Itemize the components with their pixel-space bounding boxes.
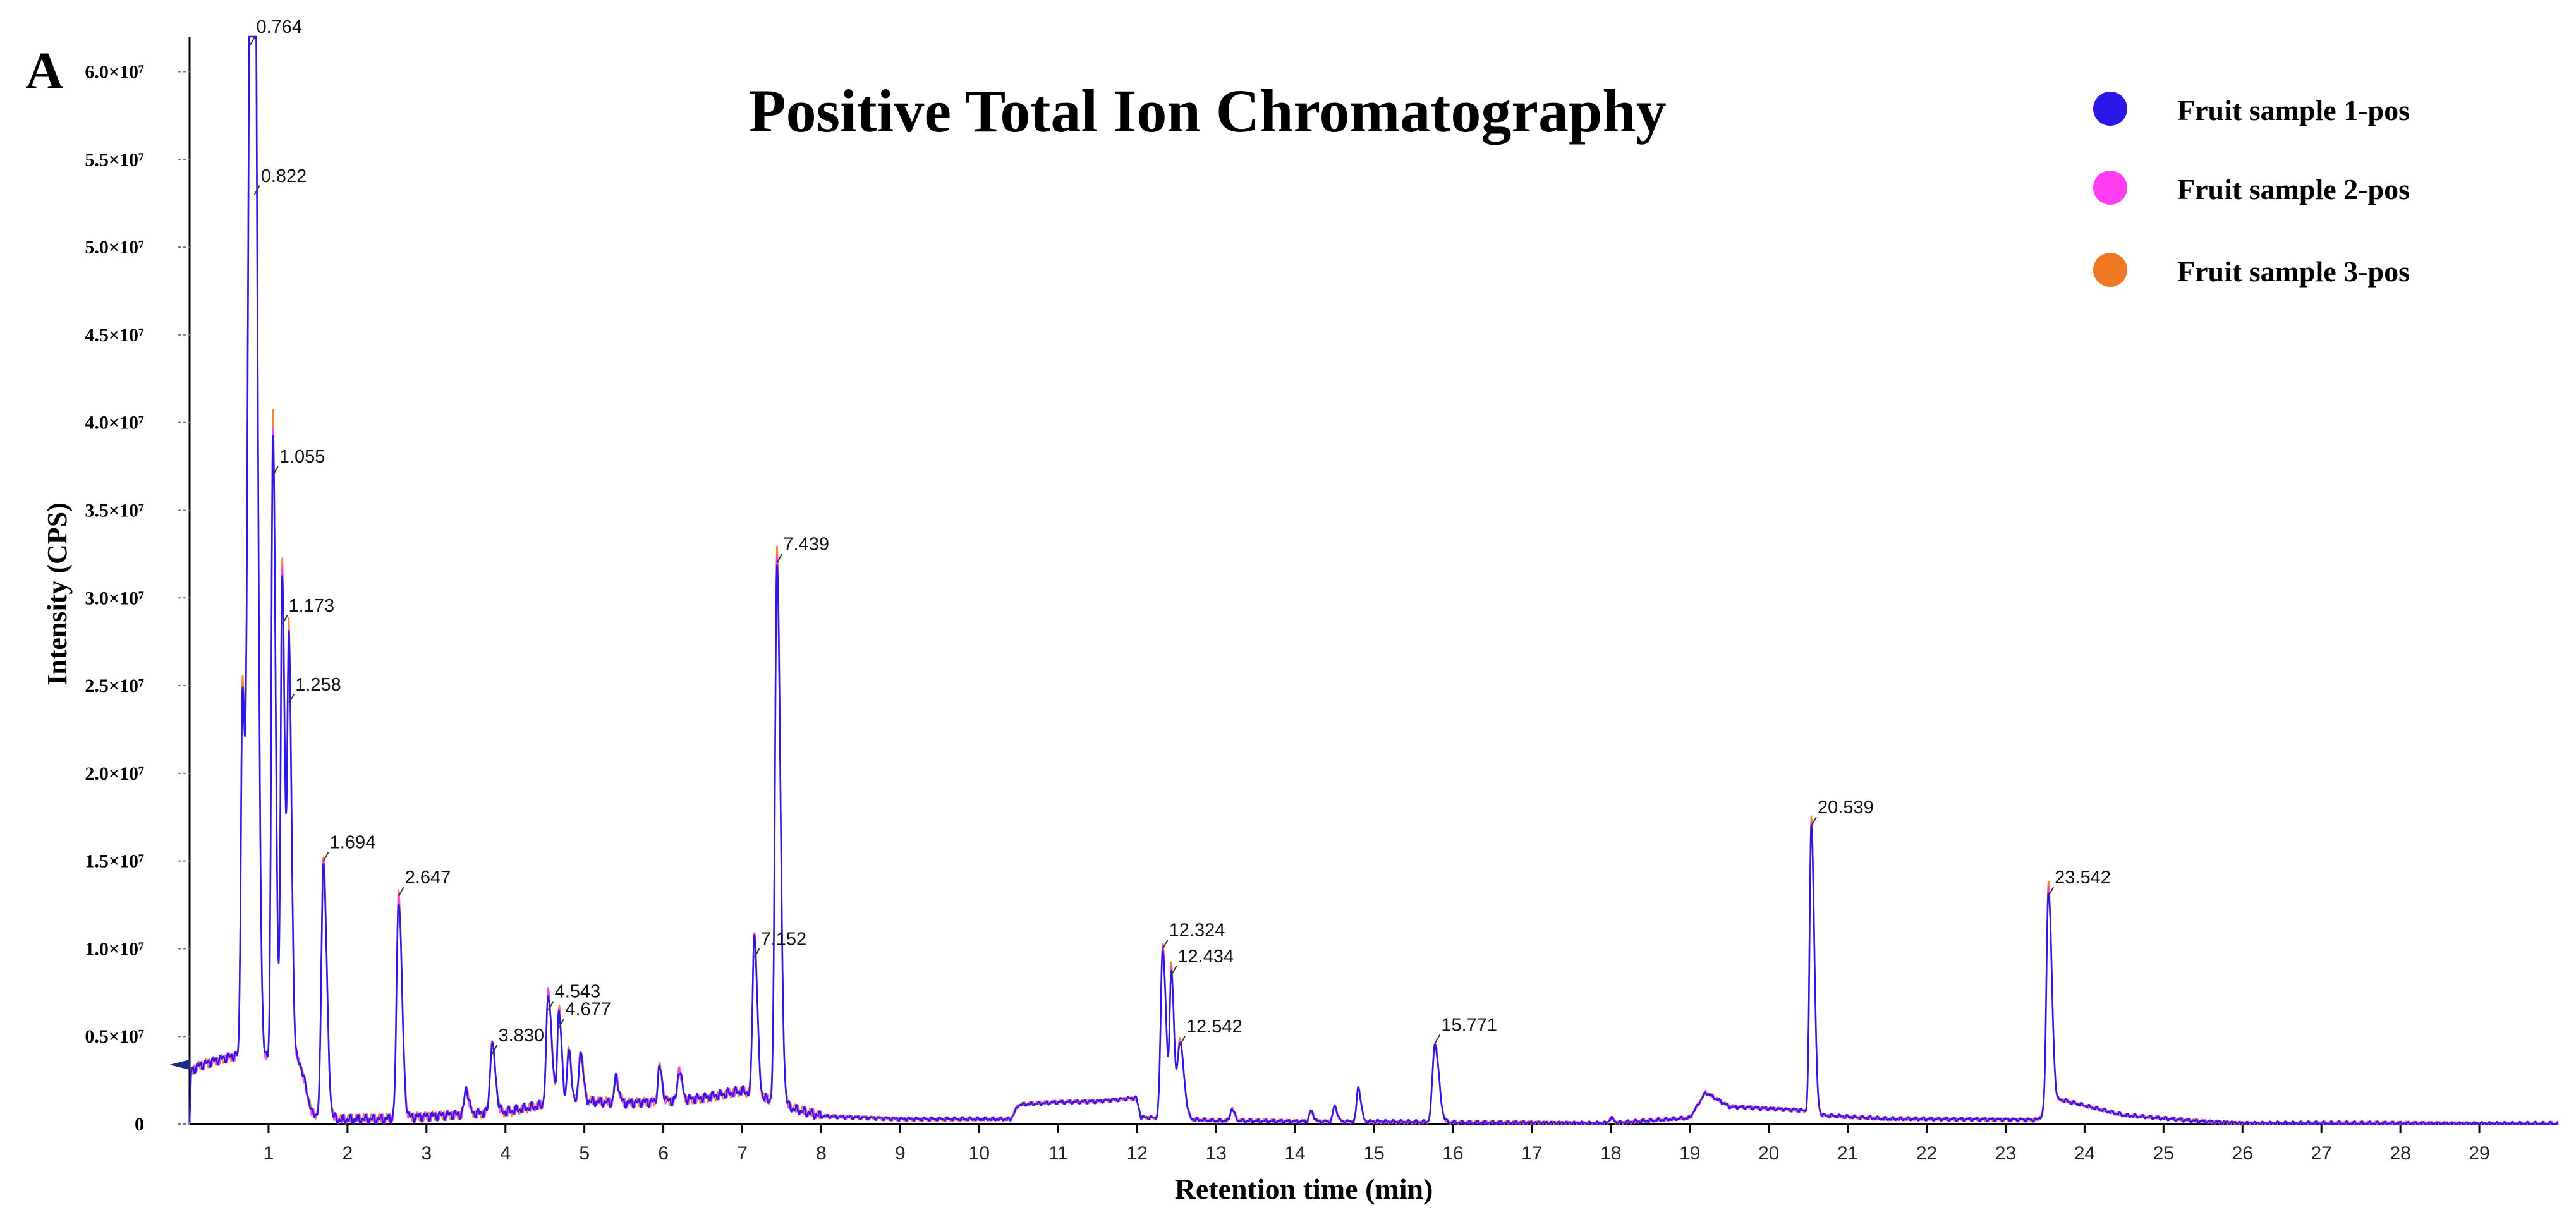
x-tick-label: 10: [969, 1143, 990, 1164]
x-tick-label: 21: [1837, 1143, 1858, 1164]
series-lines: [188, 35, 2560, 1125]
peak-label-4-677: 4.677: [565, 999, 611, 1019]
peak-label-12-542: 12.542: [1186, 1017, 1242, 1037]
x-axis: 1 2 3 4 5 6 7 8 9 10 11 12 13 14 15 16 17 18 19 20 21 22 23 24 2…: [190, 1123, 2558, 1164]
x-tick-label: 9: [895, 1143, 906, 1164]
peak-leader: [1170, 966, 1177, 976]
y-tick-label: 1.5×10⁷: [85, 851, 144, 872]
legend-label-sample-1: Fruit sample 1-pos: [2177, 94, 2410, 126]
peak-label-1-055: 1.055: [279, 447, 325, 467]
y-tick-label: 2.0×10⁷: [85, 763, 144, 784]
origin-marker-icon: [169, 1060, 190, 1070]
peak-label-15-771: 15.771: [1441, 1015, 1497, 1035]
peak-label-4-543: 4.543: [555, 982, 601, 1002]
legend-item-sample-1: Fruit sample 1-pos: [2093, 92, 2410, 126]
x-tick-label: 18: [1600, 1143, 1621, 1164]
y-tick-label: 5.0×10⁷: [85, 237, 144, 258]
legend-item-sample-3: Fruit sample 3-pos: [2093, 253, 2410, 288]
x-tick-label: 20: [1758, 1143, 1779, 1164]
y-axis: 0 0.5×10⁷ 1.0×10⁷ 1.5×10⁷ 2.0×10⁷ 2.5×10⁷ 3.0×…: [85, 37, 191, 1135]
x-tick-label: 29: [2469, 1143, 2489, 1164]
peak-leader: [253, 185, 260, 195]
peak-leader: [322, 852, 329, 862]
peak-labels: 0.764 0.822 1.055 1.173 1.258 1.694 2.647 3.830…: [249, 17, 2111, 1055]
x-tick-label: 13: [1205, 1143, 1226, 1164]
x-tick-label: 19: [1679, 1143, 1700, 1164]
x-tick-label: 7: [737, 1143, 748, 1164]
peak-label-12-434: 12.434: [1177, 947, 1234, 967]
y-axis-label: Intensity (CPS): [42, 502, 73, 686]
x-tick-label: 5: [579, 1143, 590, 1164]
x-tick-label: 16: [1442, 1143, 1463, 1164]
peak-label-20-539: 20.539: [1818, 797, 1874, 818]
y-tick-label: 4.0×10⁷: [85, 413, 144, 433]
y-tick-label: 6.0×10⁷: [85, 62, 144, 83]
panel-label: A: [25, 42, 64, 100]
x-tick-label: 24: [2074, 1143, 2095, 1164]
legend-marker-sample-3: [2093, 253, 2127, 287]
peak-leader: [398, 887, 404, 897]
peak-leader: [1179, 1036, 1186, 1046]
peak-label-3-830: 3.830: [498, 1026, 544, 1046]
x-tick-label: 23: [1995, 1143, 2016, 1164]
peak-leader: [1434, 1034, 1441, 1044]
peak-leader: [288, 694, 295, 704]
peak-label-1-694: 1.694: [330, 833, 376, 853]
x-tick-label: 15: [1363, 1143, 1384, 1164]
x-tick-label: 6: [658, 1143, 669, 1164]
y-tick-label: 3.5×10⁷: [85, 500, 144, 521]
peak-leader: [776, 554, 783, 564]
legend-item-sample-2: Fruit sample 2-pos: [2093, 171, 2410, 205]
peak-leader: [547, 1001, 554, 1011]
peak-leader: [491, 1044, 498, 1055]
y-tick-label: 0: [135, 1114, 144, 1135]
legend-marker-sample-1: [2093, 92, 2127, 126]
chart-title: Positive Total Ion Chromatography: [749, 77, 1667, 145]
peak-leader: [2048, 887, 2055, 897]
x-tick-label: 14: [1284, 1143, 1305, 1164]
x-axis-label: Retention time (min): [1175, 1173, 1433, 1205]
x-tick-label: 1: [264, 1143, 274, 1164]
y-tick-label: 5.5×10⁷: [85, 149, 144, 170]
peak-leader: [249, 36, 256, 46]
peak-leader: [558, 1018, 565, 1028]
peak-leader: [753, 948, 760, 958]
y-tick-label: 2.5×10⁷: [85, 675, 144, 696]
x-tick-label: 25: [2153, 1143, 2174, 1164]
x-tick-label: 3: [421, 1143, 432, 1164]
legend-label-sample-2: Fruit sample 2-pos: [2177, 173, 2410, 205]
legend-label-sample-3: Fruit sample 3-pos: [2177, 255, 2410, 288]
peak-label-23-542: 23.542: [2055, 868, 2111, 888]
x-tick-label: 12: [1127, 1143, 1148, 1164]
legend: Fruit sample 1-pos Fruit sample 2-pos Fr…: [2093, 92, 2410, 288]
x-tick-label: 11: [1048, 1143, 1068, 1164]
peak-label-0-822: 0.822: [261, 166, 307, 186]
peak-leader: [272, 466, 279, 476]
x-tick-label: 17: [1521, 1143, 1542, 1164]
peak-label-1-258: 1.258: [295, 675, 341, 695]
peak-label-1-173: 1.173: [289, 596, 335, 616]
y-tick-label: 1.0×10⁷: [85, 938, 144, 959]
peak-leader: [1162, 939, 1169, 949]
x-tick-label: 26: [2232, 1143, 2253, 1164]
peak-label-2-647: 2.647: [405, 868, 451, 888]
series-line-1: [188, 35, 2559, 1125]
x-tick-label: 27: [2311, 1143, 2332, 1164]
legend-marker-sample-2: [2093, 171, 2127, 205]
peak-label-12-324: 12.324: [1169, 920, 1225, 940]
peak-label-7-152: 7.152: [761, 929, 807, 949]
y-tick-label: 4.5×10⁷: [85, 325, 144, 346]
peak-leader: [1811, 816, 1817, 826]
peak-label-0-764: 0.764: [256, 17, 302, 37]
peak-leader: [281, 615, 288, 625]
y-tick-label: 0.5×10⁷: [85, 1026, 144, 1047]
x-tick-label: 22: [1916, 1143, 1937, 1164]
x-tick-label: 28: [2390, 1143, 2410, 1164]
peak-label-7-439: 7.439: [783, 535, 829, 555]
x-tick-label: 2: [343, 1143, 353, 1164]
x-tick-label: 8: [816, 1143, 827, 1164]
y-tick-label: 3.0×10⁷: [85, 588, 144, 608]
x-tick-label: 4: [500, 1143, 511, 1164]
